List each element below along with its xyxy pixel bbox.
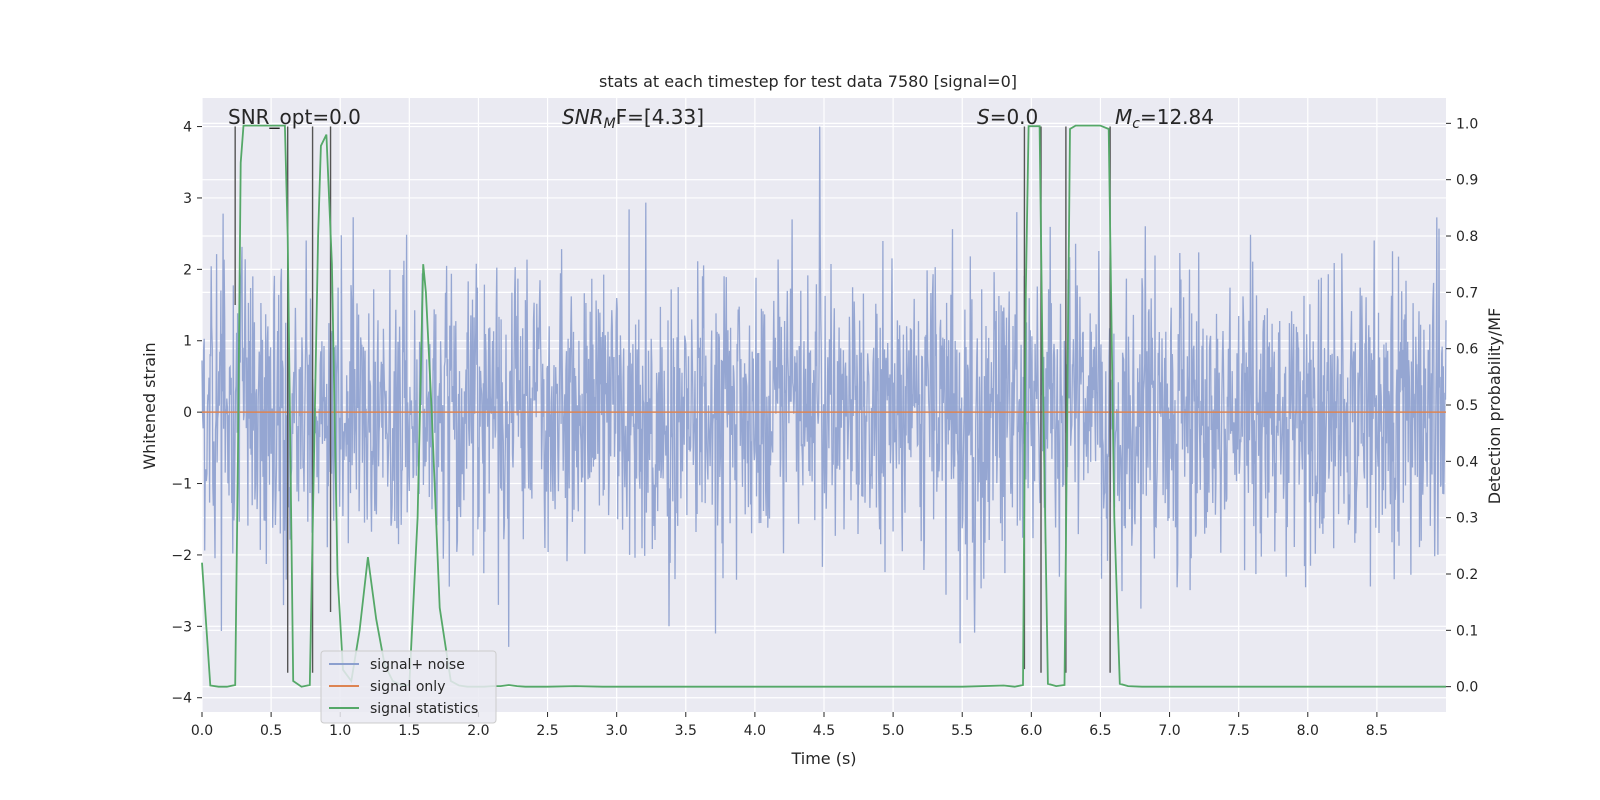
x-tick-label-5: 2.5 [536,723,558,739]
legend-label-signal-only: signal only [370,679,445,695]
y-tick-label-2: 2 [183,262,192,278]
y2-tick-label-1: 0.9 [1456,173,1478,189]
y-tick-label-5: −1 [171,477,192,493]
legend-label-noise: signal+ noise [370,657,465,673]
annotation-s-value: =0.0 [990,105,1039,129]
x-tick-label-4: 2.0 [467,723,489,739]
x-tick-label-0: 0.0 [191,723,213,739]
y-tick-label-8: −4 [171,691,192,707]
y2-tick-label-9: 0.1 [1456,623,1478,639]
x-tick-label-7: 3.5 [675,723,697,739]
x-tick-label-9: 4.5 [813,723,835,739]
y2-tick-label-0: 1.0 [1456,116,1478,132]
annotation-snr-mf-sub: M [604,116,616,132]
annotation-mc-value: =12.84 [1140,105,1214,129]
x-axis-ticks: 0.0 0.5 1.0 1.5 2.0 2.5 3.0 3.5 4.0 4.5 5.0 5.5 6.0 6… [191,712,1388,739]
annotation-snr-mf-tail: F=[4.33] [616,105,704,129]
y-tick-label-6: −2 [171,548,192,564]
annotation-mc-sub: c [1132,116,1140,132]
noise-series [201,126,1447,647]
y2-tick-label-2: 0.8 [1456,229,1478,245]
y-axis-label: Whitened strain [140,342,159,469]
right-axis-label: Detection probability/MF [1485,308,1504,505]
chart-title: stats at each timestep for test data 758… [599,72,1017,91]
x-tick-label-2: 1.0 [329,723,351,739]
x-tick-label-3: 1.5 [398,723,420,739]
y-tick-label-7: −3 [171,619,192,635]
annotation-s-var: S [977,105,990,129]
y-tick-label-0: 4 [183,120,192,136]
x-tick-label-17: 8.5 [1366,723,1388,739]
y2-tick-label-4: 0.6 [1456,342,1478,358]
x-tick-label-16: 8.0 [1297,723,1319,739]
x-tick-label-15: 7.5 [1228,723,1250,739]
x-tick-label-14: 7.0 [1158,723,1180,739]
y2-tick-label-8: 0.2 [1456,567,1478,583]
annotation-mc-var: M [1115,105,1132,129]
annotation-s: S=0.0 [977,105,1038,129]
annotation-mc: Mc=12.84 [1115,105,1214,132]
annotation-snr-mf-var: SNR [562,105,604,129]
y-tick-label-4: 0 [183,405,192,421]
legend: signal+ noise signal only signal statist… [320,650,497,724]
x-tick-label-8: 4.0 [744,723,766,739]
x-tick-label-11: 5.5 [951,723,973,739]
y2-tick-label-10: 0.0 [1456,680,1478,696]
y-axis-ticks: 4 3 2 1 0 −1 −2 −3 −4 [171,120,202,707]
y2-tick-label-5: 0.5 [1456,398,1478,414]
y-tick-label-3: 1 [183,334,192,350]
x-tick-label-13: 6.5 [1089,723,1111,739]
x-axis-label: Time (s) [790,749,856,768]
y-tick-label-1: 3 [183,191,192,207]
x-tick-label-1: 0.5 [260,723,282,739]
x-tick-label-6: 3.0 [606,723,628,739]
x-tick-label-10: 5.0 [882,723,904,739]
y2-tick-label-3: 0.7 [1456,285,1478,301]
legend-label-statistics: signal statistics [370,701,478,717]
annotation-snr-mf: SNRMF=[4.33] [562,105,704,132]
x-tick-label-12: 6.0 [1020,723,1042,739]
annotation-snr-opt: SNR_opt=0.0 [228,105,361,129]
right-axis-ticks: 1.0 0.9 0.8 0.7 0.6 0.5 0.4 0.3 0.2 0.1 0.0 [1446,116,1478,696]
y2-tick-label-6: 0.4 [1456,454,1478,470]
noise-trace [201,126,1447,647]
y2-tick-label-7: 0.3 [1456,511,1478,527]
legend-box [320,650,497,724]
